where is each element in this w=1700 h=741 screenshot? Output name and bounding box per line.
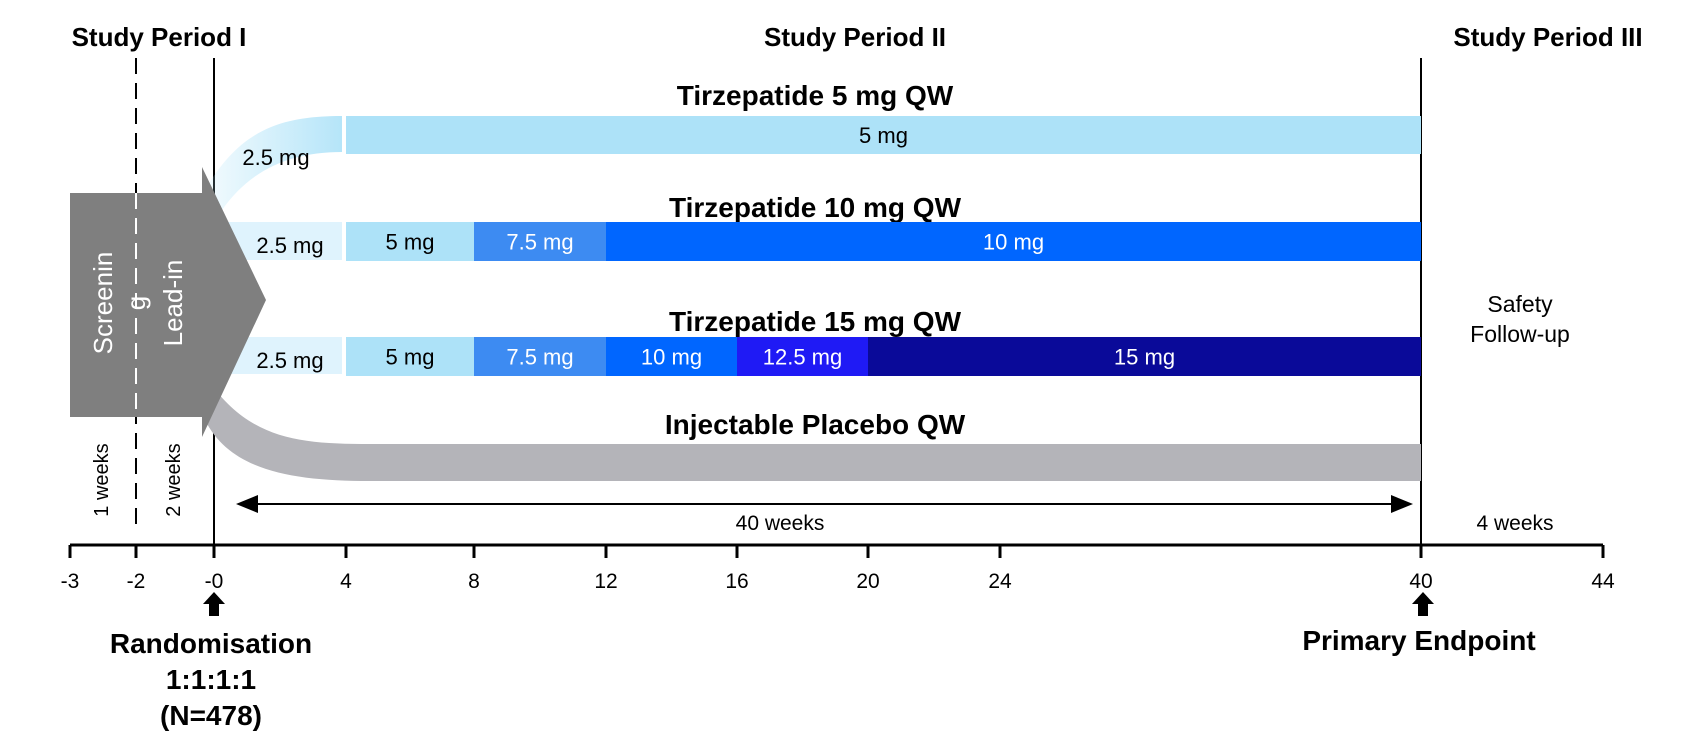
arm-title-5mg: Tirzepatide 5 mg QW [677,80,954,111]
screen-duration-label: 1 weeks [91,443,113,516]
dose-segment-label-t15-2: 10 mg [641,345,702,370]
dose-segment-label-t15-0: 5 mg [386,345,435,370]
study-period-2-label: Study Period II [764,22,946,52]
axis-tick-label-9: 40 [1409,570,1432,593]
arm-title-15mg: Tirzepatide 15 mg QW [669,306,962,337]
flow-curve-5mg [205,116,342,210]
dose-segment-t15-4 [868,337,1421,376]
treatment-arrowhead-left [236,495,258,513]
flow-curve-10mg [220,222,342,260]
dose-segment-label-t10-0: 5 mg [386,230,435,255]
dose-segment-t15-0 [346,337,474,376]
arm-title-10mg: Tirzepatide 10 mg QW [669,192,962,223]
followup-duration-label: 4 weeks [1476,512,1553,535]
dose-segment-t10-2 [606,222,1421,261]
endpoint-arrow-icon [1412,592,1434,616]
leadin-duration-label: 2 weeks [163,443,185,516]
randomisation-arrow-icon [203,592,225,616]
dose-segment-t5-0 [346,116,1421,154]
axis-tick-label-2: -0 [205,570,224,593]
arm-title-placebo: Injectable Placebo QW [665,409,966,440]
dose-segment-label-t5-0: 5 mg [859,123,908,148]
screening-leadin-arrow [70,167,266,437]
axis-tick-label-5: 12 [594,570,617,593]
axis-tick-label-0: -3 [61,570,80,593]
dose-bar-15mg-arm: 5 mg 7.5 mg 10 mg 12.5 mg 15 mg [346,337,1421,376]
dose-segment-t10-1 [474,222,606,261]
timeline-ticks: -3 -2 -0 4 8 12 16 20 24 40 44 [61,545,1615,593]
dose-segment-t15-1 [474,337,606,376]
randomisation-label: Randomisation [110,628,312,659]
axis-tick-label-4: 8 [468,570,480,593]
axis-tick-label-1: -2 [127,570,146,593]
treatment-arrowhead-right [1391,495,1413,513]
randomisation-n: (N=478) [160,700,262,731]
dose-segment-t15-3 [737,337,868,376]
dose-segment-label-t15-1: 7.5 mg [506,345,573,370]
safety-label-line2: Follow-up [1470,321,1570,347]
safety-label-line1: Safety [1487,291,1553,317]
dose-segment-label-t15-3: 12.5 mg [763,345,843,370]
axis-tick-label-3: 4 [340,570,352,593]
screening-label: Screenin [88,252,118,355]
study-period-1-label: Study Period I [72,22,247,52]
randomisation-ratio: 1:1:1:1 [166,664,256,695]
leadin-label: Lead-in [158,260,188,347]
dose-segment-t10-0 [346,222,474,261]
flow-curve-placebo [205,380,1421,481]
lead-dose-10mg-arm: 2.5 mg [256,233,323,258]
axis-tick-label-10: 44 [1591,570,1615,593]
dose-segment-label-t15-4: 15 mg [1114,345,1175,370]
dose-bar-5mg-arm: 5 mg [346,116,1421,154]
dose-bar-10mg-arm: 5 mg 7.5 mg 10 mg [346,222,1421,261]
flow-curve-15mg [220,337,342,374]
dose-segment-label-t10-1: 7.5 mg [506,230,573,255]
dose-segment-label-t10-2: 10 mg [983,230,1044,255]
study-period-3-label: Study Period III [1453,22,1642,52]
lead-dose-5mg-arm: 2.5 mg [242,145,309,170]
axis-tick-label-6: 16 [725,570,748,593]
screening-label-wrap: g [121,296,151,310]
primary-endpoint-label: Primary Endpoint [1302,625,1535,656]
dose-segment-t15-2 [606,337,737,376]
axis-tick-label-8: 24 [988,570,1012,593]
axis-tick-label-7: 20 [856,570,879,593]
lead-dose-15mg-arm: 2.5 mg [256,348,323,373]
treatment-duration-label: 40 weeks [736,512,825,535]
